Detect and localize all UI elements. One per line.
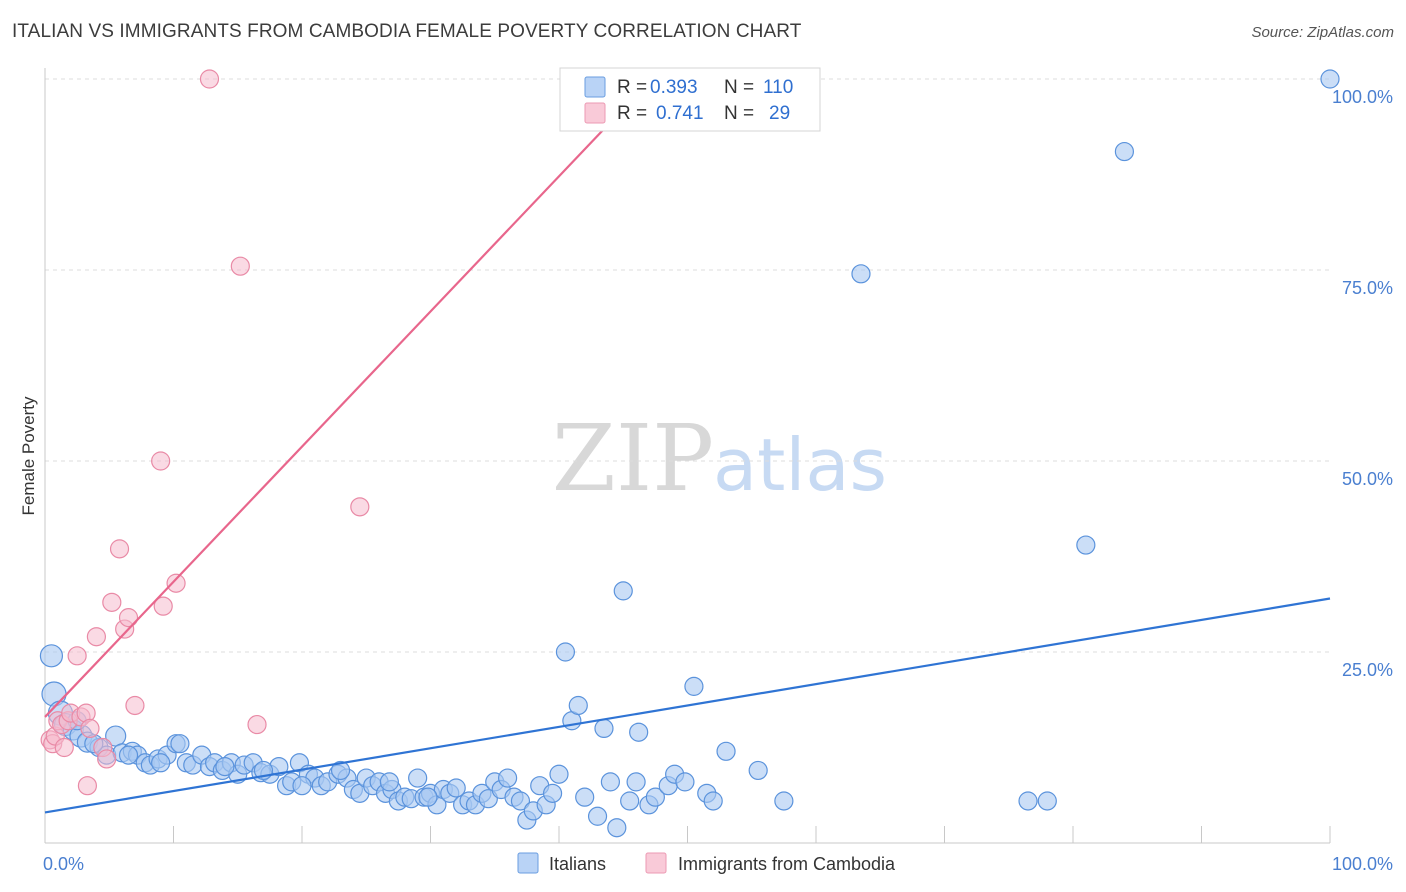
- legend-r-value-cambodia: 0.741: [656, 103, 704, 124]
- italians-point-106: [151, 753, 171, 773]
- cambodia-point-12: [77, 776, 98, 796]
- cambodia-point-27: [350, 497, 370, 517]
- italians-point-0: [39, 644, 64, 668]
- cambodia-point-8: [67, 646, 87, 666]
- italians-point-79: [594, 718, 614, 739]
- series-italians: [39, 69, 1340, 838]
- bottom-legend: Italians Immigrants from Cambodia: [517, 852, 896, 874]
- italians-point-87: [645, 787, 665, 807]
- legend-n-value-italians: 110: [763, 77, 793, 98]
- italians-point-74: [555, 642, 576, 662]
- italians-point-110: [330, 760, 351, 781]
- italians-point-97: [851, 264, 871, 284]
- italians-point-91: [684, 676, 704, 696]
- italians-point-105: [118, 745, 139, 765]
- italians-point-95: [748, 760, 768, 781]
- y-tick-label-3: 100.0%: [1332, 87, 1393, 107]
- watermark-zip: ZIP: [552, 405, 714, 512]
- cambodia-point-20: [125, 695, 145, 716]
- italians-point-93: [703, 791, 723, 811]
- italians-point-90: [675, 772, 695, 792]
- italians-point-98: [1018, 791, 1038, 811]
- legend-box: R = 0.393 N = 110 R = 0.741 N = 29: [559, 67, 821, 132]
- watermark: ZIP atlas: [552, 405, 887, 512]
- italians-point-85: [629, 722, 649, 742]
- legend-swatch-italians: [584, 76, 606, 98]
- italians-point-80: [600, 772, 621, 792]
- cambodia-point-24: [199, 69, 220, 89]
- cambodia-point-17: [109, 539, 130, 559]
- italians-point-81: [607, 818, 627, 838]
- cambodia-point-11: [80, 718, 100, 739]
- bottom-legend-swatch-cambodia: [645, 852, 667, 874]
- italians-point-101: [1114, 141, 1135, 162]
- italians-point-67: [510, 791, 531, 811]
- bottom-legend-swatch-italians: [517, 852, 539, 874]
- italians-point-18: [170, 734, 190, 754]
- italians-point-112: [418, 787, 438, 807]
- legend-n-value-cambodia: 29: [769, 103, 790, 124]
- italians-point-102: [1320, 69, 1340, 89]
- trend-lines: [44, 78, 1331, 814]
- italians-point-78: [587, 806, 608, 826]
- italians-point-83: [620, 791, 640, 811]
- y-tick-label-0: 25.0%: [1342, 660, 1393, 680]
- cambodia-trend-line: [44, 78, 653, 718]
- italians-point-72: [542, 783, 563, 803]
- italians-point-96: [774, 791, 794, 811]
- x-tick-label-1: 100.0%: [1332, 854, 1393, 874]
- legend-n-label-0: N =: [724, 77, 754, 98]
- legend-r-label-1: R =: [617, 103, 647, 124]
- source-label: Source: ZipAtlas.com: [1251, 24, 1394, 41]
- tick-labels: 25.0% 50.0% 75.0% 100.0% 0.0% 100.0%: [43, 87, 1393, 874]
- cambodia-point-16: [102, 592, 122, 612]
- bottom-legend-italians: Italians: [549, 854, 606, 874]
- italians-point-84: [626, 772, 646, 792]
- cambodia-point-5: [54, 737, 74, 758]
- italians-point-107: [215, 756, 235, 777]
- italians-point-73: [549, 764, 569, 784]
- cambodia-point-25: [230, 256, 250, 276]
- x-tick-label-0: 0.0%: [43, 854, 84, 874]
- italians-point-51: [408, 768, 428, 788]
- italians-point-82: [613, 581, 633, 601]
- italians-point-109: [292, 776, 312, 796]
- series-cambodia: [40, 69, 768, 796]
- cambodia-point-15: [97, 749, 117, 769]
- chart-title: ITALIAN VS IMMIGRANTS FROM CAMBODIA FEMA…: [12, 21, 802, 42]
- legend-n-label-1: N =: [724, 103, 754, 124]
- italians-point-111: [379, 772, 399, 792]
- axes: [44, 68, 1331, 844]
- bottom-legend-cambodia: Immigrants from Cambodia: [678, 854, 896, 874]
- italians-point-57: [446, 778, 466, 798]
- italians-trend-line: [44, 597, 1331, 814]
- legend-r-label-0: R =: [617, 77, 647, 98]
- italians-point-77: [575, 787, 595, 807]
- y-tick-label-1: 50.0%: [1342, 469, 1393, 489]
- cambodia-point-22: [153, 596, 173, 616]
- italians-point-100: [1076, 535, 1096, 555]
- italians-point-94: [716, 741, 736, 761]
- italians-point-76: [568, 695, 588, 716]
- italians-point-65: [498, 768, 518, 788]
- watermark-atlas: atlas: [713, 423, 887, 507]
- y-tick-label-2: 75.0%: [1342, 278, 1393, 298]
- y-axis-label: Female Poverty: [19, 396, 38, 516]
- legend-swatch-cambodia: [584, 102, 606, 124]
- cambodia-point-26: [247, 714, 267, 735]
- gridlines: [45, 78, 1330, 653]
- italians-point-99: [1037, 791, 1057, 811]
- cambodia-point-13: [86, 627, 107, 647]
- cambodia-point-19: [118, 608, 139, 628]
- legend-r-value-italians: 0.393: [650, 77, 698, 98]
- cambodia-point-21: [151, 451, 171, 471]
- cambodia-point-23: [166, 573, 186, 593]
